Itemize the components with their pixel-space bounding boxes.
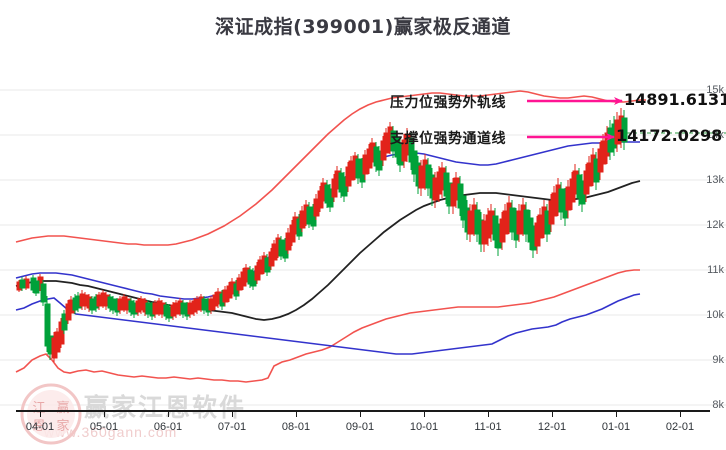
- x-tick: [360, 410, 361, 417]
- moving-average-line: [15, 180, 641, 321]
- svg-text:家: 家: [56, 418, 69, 434]
- support-annotation-value: 14172.0298: [616, 126, 723, 145]
- watermark-brand: 赢家江恩软件: [84, 393, 247, 422]
- watermark-seal-icon: 江 赢 恩 家: [20, 383, 82, 445]
- xtick-label: 01-01: [601, 421, 631, 433]
- xtick-label: 05-01: [89, 421, 119, 433]
- xtick-label: 07-01: [217, 421, 247, 433]
- svg-text:恩: 恩: [32, 419, 45, 434]
- ytick-14k: 14k: [706, 129, 724, 141]
- xtick-label: 02-01: [665, 421, 695, 433]
- support-annotation-label: 支撑位强势通道线: [390, 131, 506, 147]
- pressure-annotation-value: 14891.6131: [624, 90, 726, 109]
- xtick-label: 11-01: [474, 421, 502, 433]
- x-tick: [296, 410, 297, 417]
- x-tick: [488, 410, 489, 417]
- chart-plot-area: 15k 14k 13k 12k 11k 10k 9k 8k: [0, 60, 726, 411]
- outer-upper-channel-line: [15, 90, 646, 246]
- page-title: 深证成指(399001)赢家极反通道: [215, 16, 511, 38]
- x-axis-line: [16, 410, 710, 412]
- xtick-label: 10-01: [409, 421, 439, 433]
- inner-lower-channel-line: [15, 293, 641, 355]
- x-tick: [104, 410, 105, 417]
- chart-canvas: [0, 89, 726, 406]
- ytick-8k: 8k: [712, 399, 724, 411]
- x-tick: [40, 410, 41, 417]
- x-tick: [616, 410, 617, 417]
- pressure-annotation-label: 压力位强势外轨线: [390, 95, 506, 111]
- x-tick: [552, 410, 553, 417]
- ytick-9k: 9k: [712, 354, 724, 366]
- ytick-10k: 10k: [706, 309, 724, 321]
- x-axis: 04-01 05-01 06-01 07-01 08-01 09-01 10-0…: [0, 410, 726, 450]
- ytick-15k: 15k: [706, 84, 724, 96]
- svg-text:赢: 赢: [56, 400, 69, 416]
- x-tick: [424, 410, 425, 417]
- xtick-label: 12-01: [537, 421, 567, 433]
- xtick-label: 06-01: [153, 421, 183, 433]
- x-tick: [232, 410, 233, 417]
- xtick-label: 08-01: [281, 421, 311, 433]
- ytick-11k: 11k: [707, 264, 724, 276]
- x-tick: [680, 410, 681, 417]
- x-tick: [168, 410, 169, 417]
- candlestick-series: [16, 108, 628, 362]
- outer-lower-channel-line: [15, 269, 640, 383]
- ytick-12k: 12k: [706, 219, 724, 231]
- xtick-label: 04-01: [25, 421, 55, 433]
- svg-text:江: 江: [32, 401, 45, 416]
- ytick-13k: 13k: [706, 174, 724, 186]
- xtick-label: 09-01: [345, 421, 375, 433]
